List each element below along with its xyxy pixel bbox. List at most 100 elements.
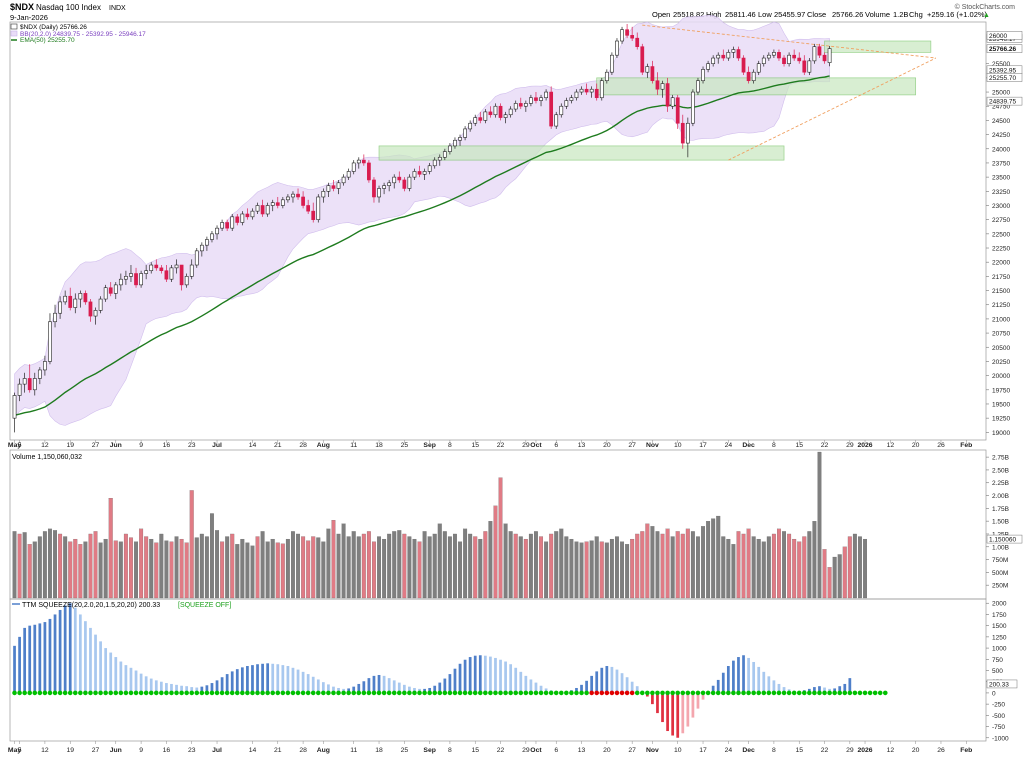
price-tag-box — [986, 73, 1023, 82]
squeeze-dot — [842, 690, 848, 696]
volume-bar — [852, 533, 857, 599]
x-tick-label: 21 — [274, 747, 282, 754]
squeeze-bar — [58, 609, 62, 693]
candle-body — [620, 29, 624, 42]
squeeze-dot — [837, 690, 843, 696]
volume-bar — [640, 531, 645, 599]
volume-bar — [154, 542, 159, 599]
squeeze-dot — [766, 690, 772, 696]
volume-bar — [422, 531, 427, 599]
squeeze-bar — [251, 665, 254, 693]
volume-bar — [98, 542, 103, 599]
squeeze-bar — [144, 676, 148, 693]
x-tick-label: Jul — [212, 442, 222, 449]
volume-bar — [17, 533, 22, 599]
squeeze-dot — [680, 690, 686, 696]
volume-bar — [402, 533, 407, 599]
squeeze-bar — [357, 683, 361, 693]
volume-bar — [751, 536, 756, 599]
squeeze-bar — [473, 655, 477, 693]
price-panel — [12, 15, 937, 433]
legend-bb: BB(20,2.0) 24839.75 - 25392.95 - 25946.1… — [20, 31, 146, 38]
squeeze-bar — [78, 614, 82, 693]
volume-bar — [766, 536, 771, 599]
x-tick-label: 29 — [522, 747, 530, 754]
squeeze-dot — [189, 690, 195, 696]
x-tick-label: 12 — [887, 442, 895, 449]
candle-body — [696, 80, 700, 93]
volume-bar — [113, 540, 118, 599]
candle-body — [88, 301, 93, 317]
squeeze-bar — [175, 684, 178, 693]
x-tick-label: 24 — [725, 442, 733, 449]
x-tick-label: 29 — [846, 442, 854, 449]
squeeze-bar — [195, 687, 199, 693]
squeeze-bar — [575, 687, 578, 693]
squeeze-dot — [179, 690, 184, 696]
squeeze-dot — [270, 690, 276, 696]
squeeze-bar — [782, 687, 786, 693]
x-tick-label: 12 — [887, 747, 895, 754]
squeeze-bar — [615, 669, 619, 693]
squeeze-dot — [812, 690, 817, 696]
volume-bar — [614, 536, 619, 599]
x-tick-label: 9 — [139, 442, 143, 449]
support-zone-0 — [378, 145, 785, 161]
x-tick-label: 20 — [912, 442, 920, 449]
volume-tick-label: 2.75B — [992, 455, 1009, 462]
volume-bar — [215, 530, 220, 599]
volume-bar — [174, 536, 179, 599]
candle-body — [534, 97, 538, 101]
squeeze-bar — [590, 675, 594, 693]
candle-body — [701, 69, 705, 82]
squeeze-dot — [786, 690, 792, 696]
squeeze-bar — [377, 674, 381, 693]
volume-bar — [392, 531, 397, 599]
x-tick-label: 5 — [18, 747, 22, 754]
squeeze-dot — [422, 690, 427, 696]
squeeze-dot — [665, 690, 670, 696]
volume-tick-label: 250M — [992, 583, 1008, 590]
price-tag-label: 25766.26 — [989, 46, 1016, 53]
squeeze-bar — [580, 684, 583, 693]
candle-body — [48, 321, 52, 362]
quote-high: 25811.46 — [725, 10, 756, 19]
candle-body — [225, 222, 230, 229]
volume-bar — [711, 518, 716, 599]
squeeze-bar — [139, 673, 143, 693]
volume-bar — [463, 528, 468, 599]
price-legend: $NDX (Daily) 25766.26 BB(20,2.0) 24839.7… — [10, 23, 146, 44]
volume-bar — [812, 521, 817, 599]
candle-body — [685, 122, 690, 144]
volume-bar — [296, 533, 301, 599]
x-tick-label: 26 — [937, 442, 945, 449]
x-tick-label: 11 — [350, 747, 357, 754]
volume-bar — [549, 533, 554, 599]
squeeze-bar — [504, 661, 507, 693]
legend-squeeze-status: [SQUEEZE OFF] — [178, 602, 231, 609]
candle-body — [275, 202, 280, 206]
squeeze-tick-label: 1750 — [992, 612, 1007, 619]
squeeze-dot — [503, 690, 508, 696]
x-tick-label: Aug — [317, 747, 330, 754]
squeeze-bar — [23, 627, 27, 693]
squeeze-dot — [280, 690, 286, 696]
squeeze-bar — [352, 686, 356, 693]
squeeze-dot — [720, 690, 726, 696]
volume-bar — [311, 536, 316, 599]
squeeze-dot — [113, 690, 119, 696]
volume-bar — [533, 531, 538, 599]
squeeze-dot — [346, 690, 351, 696]
price-tick-label: 21250 — [992, 302, 1010, 309]
x-tick-label: 23 — [188, 747, 196, 754]
candle-body — [675, 97, 680, 124]
squeeze-dot — [761, 690, 767, 696]
volume-bar — [690, 531, 695, 599]
volume-bar — [660, 533, 665, 599]
squeeze-dot — [548, 690, 554, 696]
squeeze-dot — [599, 690, 605, 696]
volume-bar — [240, 538, 245, 599]
price-tick-label: 20500 — [992, 345, 1010, 352]
squeeze-bar — [458, 663, 462, 693]
quote-volume-label: Volume — [865, 10, 890, 19]
